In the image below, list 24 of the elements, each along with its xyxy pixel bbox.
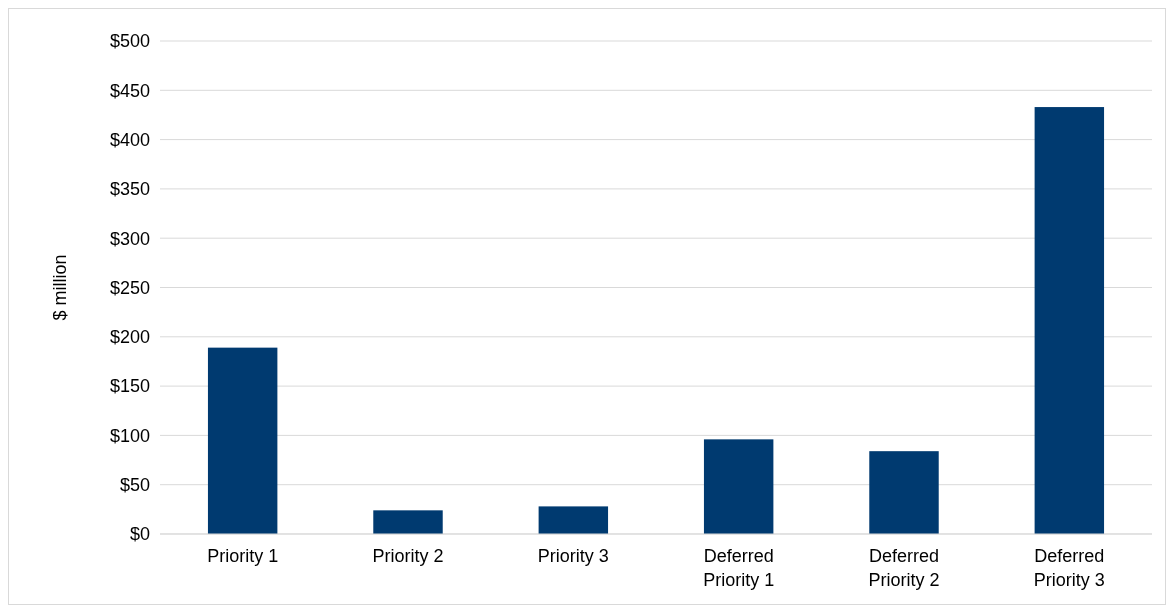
y-tick-label: $450 xyxy=(109,80,150,101)
bar xyxy=(373,510,443,534)
bar xyxy=(207,347,278,534)
y-tick-label: $150 xyxy=(109,376,150,397)
bar xyxy=(703,439,774,534)
bar xyxy=(538,506,609,534)
y-tick-label: $200 xyxy=(109,327,150,348)
bar xyxy=(869,451,939,534)
x-tick-label: Priority 2 xyxy=(372,546,444,566)
y-tick-label: $500 xyxy=(109,31,150,52)
y-tick-label: $0 xyxy=(129,524,150,545)
y-tick-label: $50 xyxy=(119,475,150,495)
x-tick-label: Deferred Priority 3 xyxy=(1033,546,1105,590)
x-tick-label: Priority 3 xyxy=(537,546,609,566)
y-axis-title: $ million xyxy=(50,254,70,321)
y-tick-label: $300 xyxy=(109,228,150,249)
y-tick-label: $100 xyxy=(109,425,150,446)
y-tick-label: $400 xyxy=(109,129,150,150)
x-tick-label: Deferred Priority 1 xyxy=(703,546,775,590)
bar xyxy=(1034,107,1105,534)
y-tick-label: $250 xyxy=(109,277,150,298)
x-tick-label: Deferred Priority 2 xyxy=(868,546,940,590)
x-tick-label: Priority 1 xyxy=(207,546,279,566)
y-tick-label: $350 xyxy=(109,179,150,200)
